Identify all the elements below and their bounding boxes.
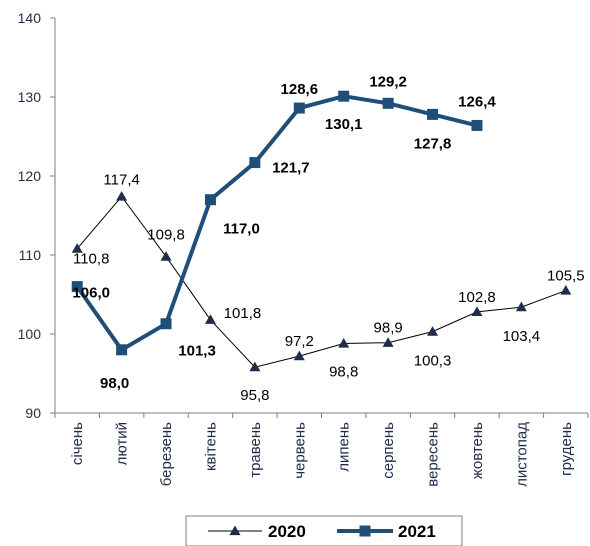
data-label-2020: 102,8 [458,289,496,306]
series-line-2021 [75,94,478,352]
x-tick-label: лютий [114,422,131,465]
legend-label-2021: 2021 [398,522,436,541]
x-tick-label: травень [247,422,264,478]
point-2020 [116,191,128,201]
legend: 2020 2021 [185,515,463,546]
data-label-2021: 129,2 [369,73,407,90]
point-2020 [293,350,305,361]
data-label-2021: 106,0 [72,285,110,302]
point-2021 [204,194,216,206]
y-tick-label: 140 [18,10,42,26]
point-2020 [427,326,439,336]
data-label-2021: 128,6 [281,81,319,98]
point-2020 [382,337,394,347]
x-tick-label: липень [336,422,353,472]
series-group [71,90,572,372]
data-label-2020: 97,2 [285,333,314,350]
data-label-2021: 126,4 [458,93,496,110]
x-tick-label: грудень [558,422,575,476]
data-label-2020: 109,8 [147,227,185,244]
data-label-2021: 130,1 [325,116,363,133]
y-tick-label: 110 [19,247,42,263]
point-2020 [515,301,527,312]
x-tick-label: січень [69,422,86,465]
x-tick-label: серпень [380,422,397,479]
data-label-2021: 121,7 [272,160,310,177]
y-tick-label: 120 [18,168,42,184]
data-label-2021: 117,0 [223,221,260,238]
data-label-2021: 101,3 [178,343,216,360]
data-label-2021: 98,0 [100,375,129,392]
y-tick-label: 100 [18,326,42,342]
data-label-2020: 100,3 [414,353,452,370]
data-label-2020: 95,8 [240,387,269,404]
point-2021 [71,281,83,293]
legend-marker-2020 [229,525,241,536]
y-tick-label: 90 [25,405,41,421]
point-2020 [204,314,216,324]
point-2021 [249,157,261,169]
data-label-2020: 98,8 [329,363,358,380]
x-tick-label: вересень [425,422,442,487]
data-labels: 110,8 117,4 109,8 101,8 95,8 97,2 98,8 98,9 100,… [72,73,584,404]
y-tick-labels: 90 100 110 120 130 140 [18,10,42,421]
x-tick-label: квітень [202,422,219,471]
point-2020 [560,285,572,295]
legend-label-2020: 2020 [268,522,306,541]
data-label-2020: 110,8 [73,251,109,268]
point-2021 [116,344,128,356]
x-tick-label: жовтень [469,422,486,479]
point-2021 [160,318,172,330]
y-tick-label: 130 [18,89,42,105]
data-label-2021: 127,8 [414,135,452,152]
data-label-2020: 105,5 [547,268,585,285]
point-2021 [382,97,394,109]
point-2021 [427,108,439,120]
point-2020 [160,251,172,261]
point-2021 [338,90,350,102]
data-label-2020: 117,4 [103,172,139,189]
x-tick-labels: січень лютий березень квітень травень червень… [69,422,575,487]
x-tick-label: березень [158,422,175,486]
chart-axes [50,17,589,418]
point-2020 [338,337,350,348]
data-label-2020: 98,9 [374,320,403,337]
point-2021 [471,119,483,131]
point-2021 [293,102,305,114]
point-2020 [249,361,261,372]
data-label-2020: 101,8 [224,305,262,322]
legend-marker-2021 [359,525,371,537]
x-tick-label: червень [291,422,308,479]
series-line-2020 [76,195,566,368]
point-2020 [71,243,83,253]
x-tick-label: листопад [513,422,530,487]
data-label-2020: 103,4 [503,328,541,345]
point-2020 [471,306,483,317]
